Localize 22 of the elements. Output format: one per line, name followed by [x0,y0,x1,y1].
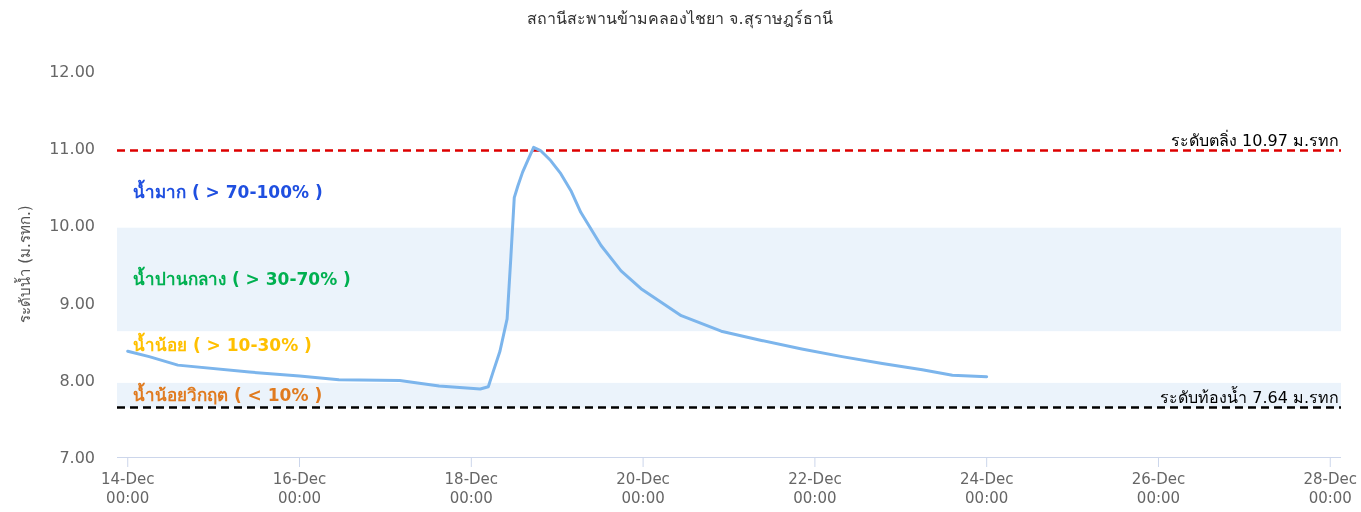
x-tick-label: 22-Dec 00:00 [788,470,842,507]
y-tick-label: 11.00 [49,139,95,159]
x-tick-label: 20-Dec 00:00 [616,470,670,507]
annotation: น้ำมาก ( > 70-100% ) [133,178,323,202]
x-tick-label: 28-Dec 00:00 [1303,470,1358,507]
x-tick-label: 18-Dec 00:00 [444,470,499,507]
x-tick-label: 26-Dec 00:00 [1131,470,1186,507]
x-tick-label: 16-Dec 00:00 [272,470,327,507]
y-axis-title: ระดับน้ำ (ม.รทก.) [14,205,34,323]
y-tick-label: 8.00 [59,370,95,390]
band-label: น้ำปานกลาง ( > 30-70% ) [133,266,351,290]
ref-line-label: ระดับตลิ่ง 10.97 ม.รทก [1170,128,1339,150]
y-tick-label: 7.00 [59,448,95,467]
y-tick-label: 9.00 [59,293,95,313]
y-tick-label: 10.00 [49,216,95,236]
band-label: น้ำน้อยวิกฤต ( < 10% ) [133,382,323,406]
ref-line-label: ระดับท้องน้ำ 7.64 ม.รทก [1160,385,1339,407]
chart-title: สถานีสะพานข้ามคลองไชยา จ.สุราษฎร์ธานี [527,9,833,29]
x-tick-label: 24-Dec 00:00 [959,470,1014,507]
annotation: น้ำน้อย ( > 10-30% ) [133,332,312,356]
y-tick-label: 12.00 [49,62,95,81]
x-tick-label: 14-Dec 00:00 [100,470,155,507]
